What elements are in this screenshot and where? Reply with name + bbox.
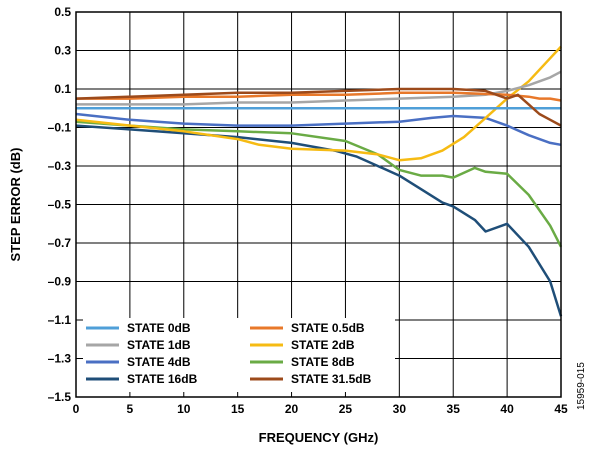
y-tick-label: –0.9 xyxy=(48,275,72,289)
series-line xyxy=(75,87,562,127)
x-tick-labels: 0 5 10 15 20 25 30 35 40 45 xyxy=(73,402,568,416)
y-tick-label: –1.3 xyxy=(48,352,72,366)
series-line xyxy=(75,45,562,162)
legend-box xyxy=(83,318,395,392)
y-tick-label: –0.1 xyxy=(48,121,72,135)
legend-label: STATE 16dB xyxy=(127,372,198,386)
x-tick-label: 35 xyxy=(447,402,461,416)
series-layer xyxy=(75,45,563,317)
x-tick-label: 40 xyxy=(500,402,514,416)
series-line xyxy=(76,91,562,102)
y-tick-label: –0.7 xyxy=(48,236,72,250)
x-tick-label: 0 xyxy=(73,402,80,416)
plot-frame xyxy=(75,11,562,398)
legend-label: STATE 0.5dB xyxy=(291,321,365,335)
legend-label: STATE 2dB xyxy=(291,338,355,352)
series-line xyxy=(76,70,562,106)
x-tick-label: 15 xyxy=(231,402,245,416)
legend-label: STATE 1dB xyxy=(127,338,191,352)
x-tick-label: 25 xyxy=(339,402,353,416)
y-tick-label: –1.1 xyxy=(48,313,72,327)
legend: STATE 0dB STATE 0.5dB STATE 1dB STATE 2dB ST… xyxy=(83,318,395,392)
y-tick-labels: 0.5 0.3 0.1 –0.1 –0.3 –0.5 –0.7 –0.9 –1.1 –1.3 –1.… xyxy=(48,5,72,404)
x-tick-label: 10 xyxy=(177,402,191,416)
y-tick-label: –1.5 xyxy=(48,390,72,404)
series-line xyxy=(75,112,562,147)
y-tick-label: 0.1 xyxy=(54,82,71,96)
series-line xyxy=(75,120,563,248)
y-axis-title: STEP ERROR (dB) xyxy=(8,148,23,262)
y-tick-label: 0.5 xyxy=(54,5,71,19)
legend-label: STATE 31.5dB xyxy=(291,372,372,386)
series-line xyxy=(75,124,563,317)
x-tick-label: 5 xyxy=(127,402,134,416)
y-tick-label: –0.5 xyxy=(48,198,72,212)
legend-label: STATE 0dB xyxy=(127,321,191,335)
figure-id: 15959-015 xyxy=(576,362,587,410)
legend-label: STATE 4dB xyxy=(127,355,191,369)
x-tick-label: 20 xyxy=(285,402,299,416)
x-tick-label: 30 xyxy=(393,402,407,416)
x-tick-label: 45 xyxy=(554,402,568,416)
legend-label: STATE 8dB xyxy=(291,355,355,369)
y-tick-label: 0.3 xyxy=(54,44,71,58)
y-tick-label: –0.3 xyxy=(48,159,72,173)
x-axis-title: FREQUENCY (GHz) xyxy=(259,430,379,445)
